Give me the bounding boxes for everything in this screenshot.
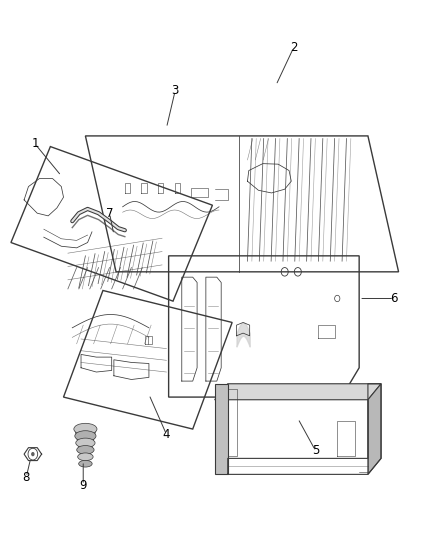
Text: 7: 7 — [106, 207, 113, 220]
Ellipse shape — [76, 438, 95, 448]
Polygon shape — [215, 384, 381, 400]
Text: 9: 9 — [79, 479, 87, 491]
Ellipse shape — [75, 431, 96, 441]
Polygon shape — [368, 384, 381, 474]
Ellipse shape — [74, 423, 97, 435]
Ellipse shape — [79, 461, 92, 467]
Text: 3: 3 — [172, 84, 179, 97]
Text: 4: 4 — [162, 428, 170, 441]
Circle shape — [31, 452, 35, 456]
Text: 8: 8 — [23, 471, 30, 483]
Ellipse shape — [77, 446, 94, 454]
Text: 6: 6 — [390, 292, 398, 305]
Text: 1: 1 — [31, 138, 39, 150]
Text: 2: 2 — [290, 42, 297, 54]
Polygon shape — [215, 384, 228, 474]
Text: 5: 5 — [312, 444, 319, 457]
Ellipse shape — [78, 453, 93, 461]
